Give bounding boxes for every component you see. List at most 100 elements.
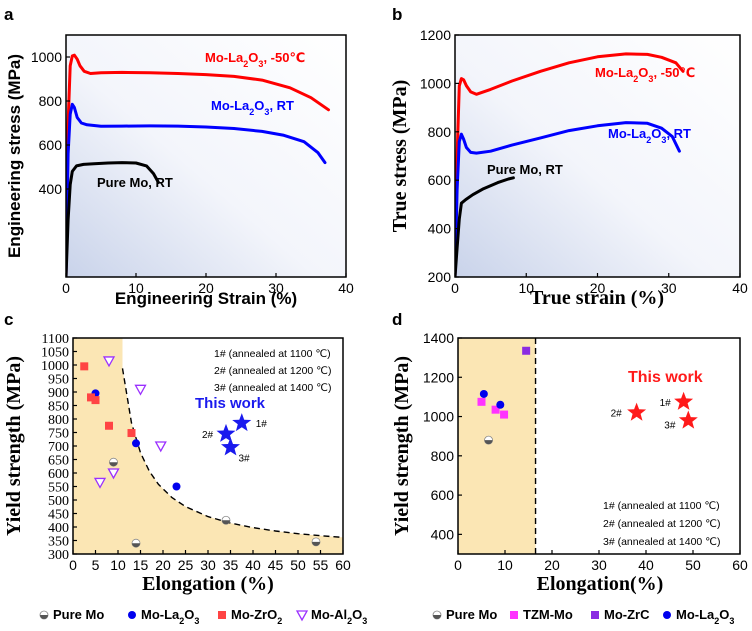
chart-c-y-tick-label: 1100 [42,332,69,347]
chart-d-y-tick-label: 400 [431,526,455,542]
chart-d-y-tick-label: 600 [431,487,455,503]
chart-b-series-line [455,52,685,277]
panel-label-b: b [392,5,402,24]
chart-c-legend-marker [295,610,309,622]
chart-b-series-label: Mo-La2O3, RT [608,126,691,145]
chart-a-y-tick-label: 800 [39,93,63,109]
chart-b-y-tick-label: 1000 [420,75,451,91]
chart-a-x-tick-label: 0 [62,280,70,296]
chart-d-this-work-label: This work [628,369,703,386]
chart-c-legend-marker [39,610,49,620]
chart-d-legend-label: Pure Mo [446,607,497,622]
chart-b-series-line [455,176,515,277]
chart-b-y-tick-label: 400 [428,221,452,237]
chart-b-x-tick-label: 40 [732,280,748,296]
chart-d-point-label: 2# [611,409,623,420]
chart-c-x-tick-label: 40 [245,557,261,573]
chart-c-legend-marker [218,611,226,619]
chart-d-legend-marker [432,610,442,620]
panel-label-a: a [4,5,14,24]
chart-d-legend-marker [510,611,518,619]
chart-b-y-tick-label: 800 [428,124,452,140]
chart-d-ylabel: Yield strength (MPa) [391,356,413,536]
chart-b-xlabel: True strain (%) [530,287,664,309]
chart-d-x-tick-label: 0 [454,557,462,573]
chart-c-y-tick-label: 550 [48,481,69,496]
chart-c-point [131,538,141,548]
chart-c-x-tick-label: 60 [335,557,351,573]
chart-d-point [477,397,486,406]
chart-c-point [93,477,107,489]
chart-c-x-tick-label: 5 [92,557,100,573]
chart-c-y-tick-label: 300 [48,548,69,563]
chart-b-series-label: Mo-La2O3, -50℃ [595,65,695,84]
chart-c-y-tick-label: 700 [48,440,69,455]
chart-d-point [627,402,647,421]
chart-c-point [80,362,89,371]
chart-d-point [484,435,493,445]
chart-d-x-tick-label: 60 [732,557,748,573]
chart-c-x-tick-label: 45 [268,557,284,573]
chart-c-point [91,396,100,405]
chart-a-x-tick-label: 30 [268,280,284,296]
chart-c-point [87,393,95,402]
chart-d-note-2: 2# (annealed at 1200 ℃) [603,518,720,530]
chart-d-x-tick-label: 10 [497,557,513,573]
chart-b-y-tick-label: 1200 [420,27,451,43]
chart-d-y-tick-label: 1200 [423,369,454,385]
chart-d-y-tick-label: 1400 [423,330,454,346]
chart-b-background [455,35,740,277]
chart-c-point [216,423,236,442]
chart-c-x-tick-label: 35 [223,557,239,573]
chart-a: 0 10 20 30 40 400 600 800 1000 Engineering Stra… [5,34,354,308]
chart-c-y-tick-label: 400 [48,521,69,536]
chart-c-x-tick-label: 15 [133,557,149,573]
chart-a-y-tick-label: 400 [39,181,63,197]
chart-c-x-tick-label: 30 [200,557,216,573]
chart-c-point-label: 2# [202,430,214,441]
chart-c-legend-label: Mo-ZrO2 [231,607,282,626]
chart-c-note-2: 2# (annealed at 1200 ℃) [214,365,331,377]
chart-c-point [134,384,147,396]
chart-d-xlabel: Elongation(%) [537,573,664,595]
chart-c: 1# 2# 3# 0 5 10 15 20 25 30 35 40 45 50 55 60 30035040… [3,332,367,626]
chart-c-point [172,482,181,491]
chart-c-boundary-line [121,368,343,539]
chart-c-y-tick-label: 350 [48,535,69,550]
chart-a-series-label: Pure Mo, RT [97,175,173,190]
chart-c-y-tick-label: 800 [48,413,69,428]
chart-c-y-tick-label: 1000 [41,359,69,374]
chart-c-legend-label: Mo-La2O3 [141,607,199,626]
chart-c-ylabel: Yield strength (MPa) [3,356,25,536]
chart-c-y-tick-label: 450 [48,508,69,523]
chart-c-legend-marker [128,611,136,619]
chart-d-note-3: 3# (annealed at 1400 ℃) [603,536,720,548]
chart-d-note-1: 1# (annealed at 1100 ℃) [603,500,720,512]
chart-a-y-tick-label: 1000 [31,49,62,65]
chart-a-series-label: Mo-La2O3, -50℃ [205,50,305,69]
chart-c-y-tick-label: 900 [48,386,69,401]
chart-b-series-line [455,121,681,277]
chart-d-point [678,410,698,429]
chart-a-series-line [66,161,160,277]
chart-d-y-tick-label: 1000 [423,409,454,425]
chart-c-point [221,515,231,525]
chart-c-y-tick-label: 500 [48,494,69,509]
chart-d-x-tick-label: 30 [591,557,607,573]
chart-a-ylabel: Engineering stress (MPa) [5,54,24,258]
chart-c-x-tick-label: 25 [178,557,194,573]
chart-c-point-label: 3# [239,453,251,464]
chart-d-x-tick-label: 50 [685,557,701,573]
chart-c-note-1: 1# (annealed at 1100 ℃) [214,348,331,360]
chart-c-point [107,468,120,480]
chart-c-point [154,441,167,453]
chart-d-x-tick-label: 20 [544,557,560,573]
chart-d-point-label: 3# [664,420,676,431]
panel-label-c: c [4,310,13,329]
chart-b-x-tick-label: 0 [451,280,459,296]
chart-b-x-tick-label: 30 [661,280,677,296]
chart-a-xlabel: Engineering Strain (%) [115,289,297,308]
chart-c-this-work-label: This work [195,395,266,412]
chart-c-point [311,537,321,547]
